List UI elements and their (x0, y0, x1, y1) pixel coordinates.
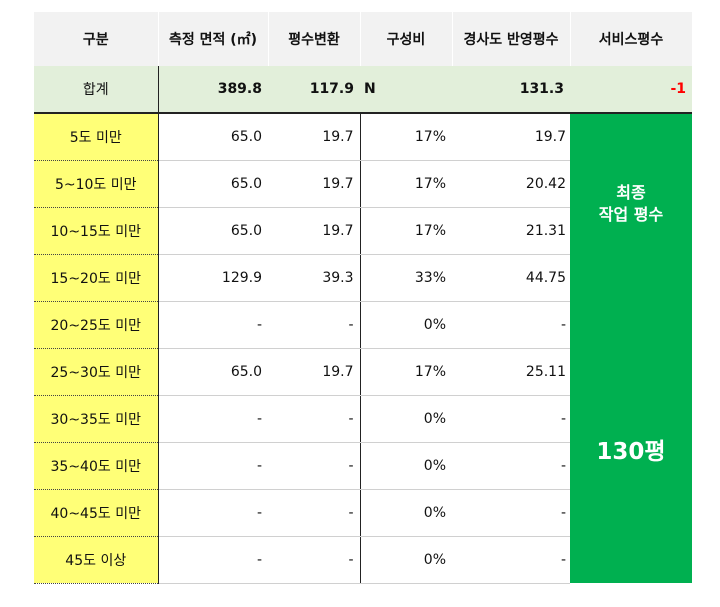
final-work-area-value: 130평 (596, 439, 666, 465)
row-ratio[interactable]: 17% (360, 207, 452, 255)
row-label[interactable]: 45도 이상 (34, 536, 159, 584)
row-ratio[interactable]: 0% (360, 442, 452, 490)
row-slope-pyeong[interactable]: 19.7 (452, 113, 570, 161)
row-ratio[interactable]: 0% (360, 395, 452, 443)
row-area[interactable]: - (158, 442, 268, 490)
row-label[interactable]: 10~15도 미만 (34, 207, 159, 255)
total-service[interactable]: -1 (570, 66, 692, 114)
row-ratio[interactable]: 0% (360, 489, 452, 537)
row-ratio[interactable]: 17% (360, 113, 452, 161)
row-area[interactable]: - (158, 301, 268, 349)
row-ratio[interactable]: 0% (360, 301, 452, 349)
row-pyeong[interactable]: - (268, 536, 361, 584)
row-area[interactable]: 129.9 (158, 254, 268, 302)
row-area[interactable]: - (158, 489, 268, 537)
total-label[interactable]: 합계 (34, 66, 159, 114)
header-area[interactable]: 측정 면적 (㎡) (158, 12, 269, 66)
row-label[interactable]: 5도 미만 (34, 113, 159, 161)
row-slope-pyeong[interactable]: - (452, 489, 570, 537)
row-label[interactable]: 5~10도 미만 (34, 160, 159, 208)
slope-area-table: 구분 측정 면적 (㎡) 평수변환 구성비 경사도 반영평수 서비스평수 합계 … (34, 12, 693, 584)
row-pyeong[interactable]: 19.7 (268, 113, 361, 161)
row-area[interactable]: - (158, 536, 268, 584)
row-area[interactable]: 65.0 (158, 113, 268, 161)
table-row: 30~35도 미만 - - 0% - (34, 395, 692, 443)
row-label[interactable]: 20~25도 미만 (34, 301, 159, 349)
table-row: 45도 이상 - - 0% - (34, 536, 692, 584)
row-label[interactable]: 15~20도 미만 (34, 254, 159, 302)
row-label[interactable]: 30~35도 미만 (34, 395, 159, 443)
row-pyeong[interactable]: - (268, 442, 361, 490)
table-row: 5~10도 미만 65.0 19.7 17% 20.42 (34, 160, 692, 208)
table-row: 20~25도 미만 - - 0% - (34, 301, 692, 349)
row-pyeong[interactable]: - (268, 301, 361, 349)
row-ratio[interactable]: 0% (360, 536, 452, 584)
row-pyeong[interactable]: 39.3 (268, 254, 361, 302)
row-pyeong[interactable]: 19.7 (268, 207, 361, 255)
row-slope-pyeong[interactable]: - (452, 536, 570, 584)
row-slope-pyeong[interactable]: 44.75 (452, 254, 570, 302)
table-row: 25~30도 미만 65.0 19.7 17% 25.11 (34, 348, 692, 396)
header-row: 구분 측정 면적 (㎡) 평수변환 구성비 경사도 반영평수 서비스평수 (34, 12, 693, 66)
total-area[interactable]: 389.8 (158, 66, 268, 114)
row-area[interactable]: 65.0 (158, 348, 268, 396)
row-label[interactable]: 35~40도 미만 (34, 442, 159, 490)
header-ratio[interactable]: 구성비 (360, 12, 453, 66)
table-row: 10~15도 미만 65.0 19.7 17% 21.31 (34, 207, 692, 255)
row-label[interactable]: 40~45도 미만 (34, 489, 159, 537)
row-pyeong[interactable]: 19.7 (268, 348, 361, 396)
row-slope-pyeong[interactable]: 25.11 (452, 348, 570, 396)
total-pyeong[interactable]: 117.9 (268, 66, 360, 114)
row-area[interactable]: - (158, 395, 268, 443)
total-slope-pyeong[interactable]: 131.3 (452, 66, 570, 114)
final-work-area-box[interactable]: 최종 작업 평수 130평 (570, 112, 692, 583)
row-slope-pyeong[interactable]: - (452, 442, 570, 490)
row-label[interactable]: 25~30도 미만 (34, 348, 159, 396)
row-area[interactable]: 65.0 (158, 207, 268, 255)
row-area[interactable]: 65.0 (158, 160, 268, 208)
row-ratio[interactable]: 17% (360, 348, 452, 396)
row-slope-pyeong[interactable]: - (452, 301, 570, 349)
header-category[interactable]: 구분 (34, 12, 159, 66)
row-ratio[interactable]: 33% (360, 254, 452, 302)
total-ratio[interactable]: N (360, 66, 452, 114)
final-work-area-label: 최종 작업 평수 (598, 183, 664, 224)
row-pyeong[interactable]: - (268, 395, 361, 443)
table-row: 15~20도 미만 129.9 39.3 33% 44.75 (34, 254, 692, 302)
header-service[interactable]: 서비스평수 (570, 12, 693, 66)
row-slope-pyeong[interactable]: - (452, 395, 570, 443)
row-slope-pyeong[interactable]: 21.31 (452, 207, 570, 255)
row-slope-pyeong[interactable]: 20.42 (452, 160, 570, 208)
total-row: 합계 389.8 117.9 N 131.3 -1 (34, 66, 692, 114)
row-ratio[interactable]: 17% (360, 160, 452, 208)
table-row: 5도 미만 65.0 19.7 17% 19.7 최종 작업 평수 130평 (34, 112, 692, 583)
table-row: 40~45도 미만 - - 0% - (34, 489, 692, 537)
row-pyeong[interactable]: - (268, 489, 361, 537)
row-pyeong[interactable]: 19.7 (268, 160, 361, 208)
header-slope-pyeong[interactable]: 경사도 반영평수 (452, 12, 571, 66)
header-pyeong[interactable]: 평수변환 (268, 12, 361, 66)
table-row: 35~40도 미만 - - 0% - (34, 442, 692, 490)
